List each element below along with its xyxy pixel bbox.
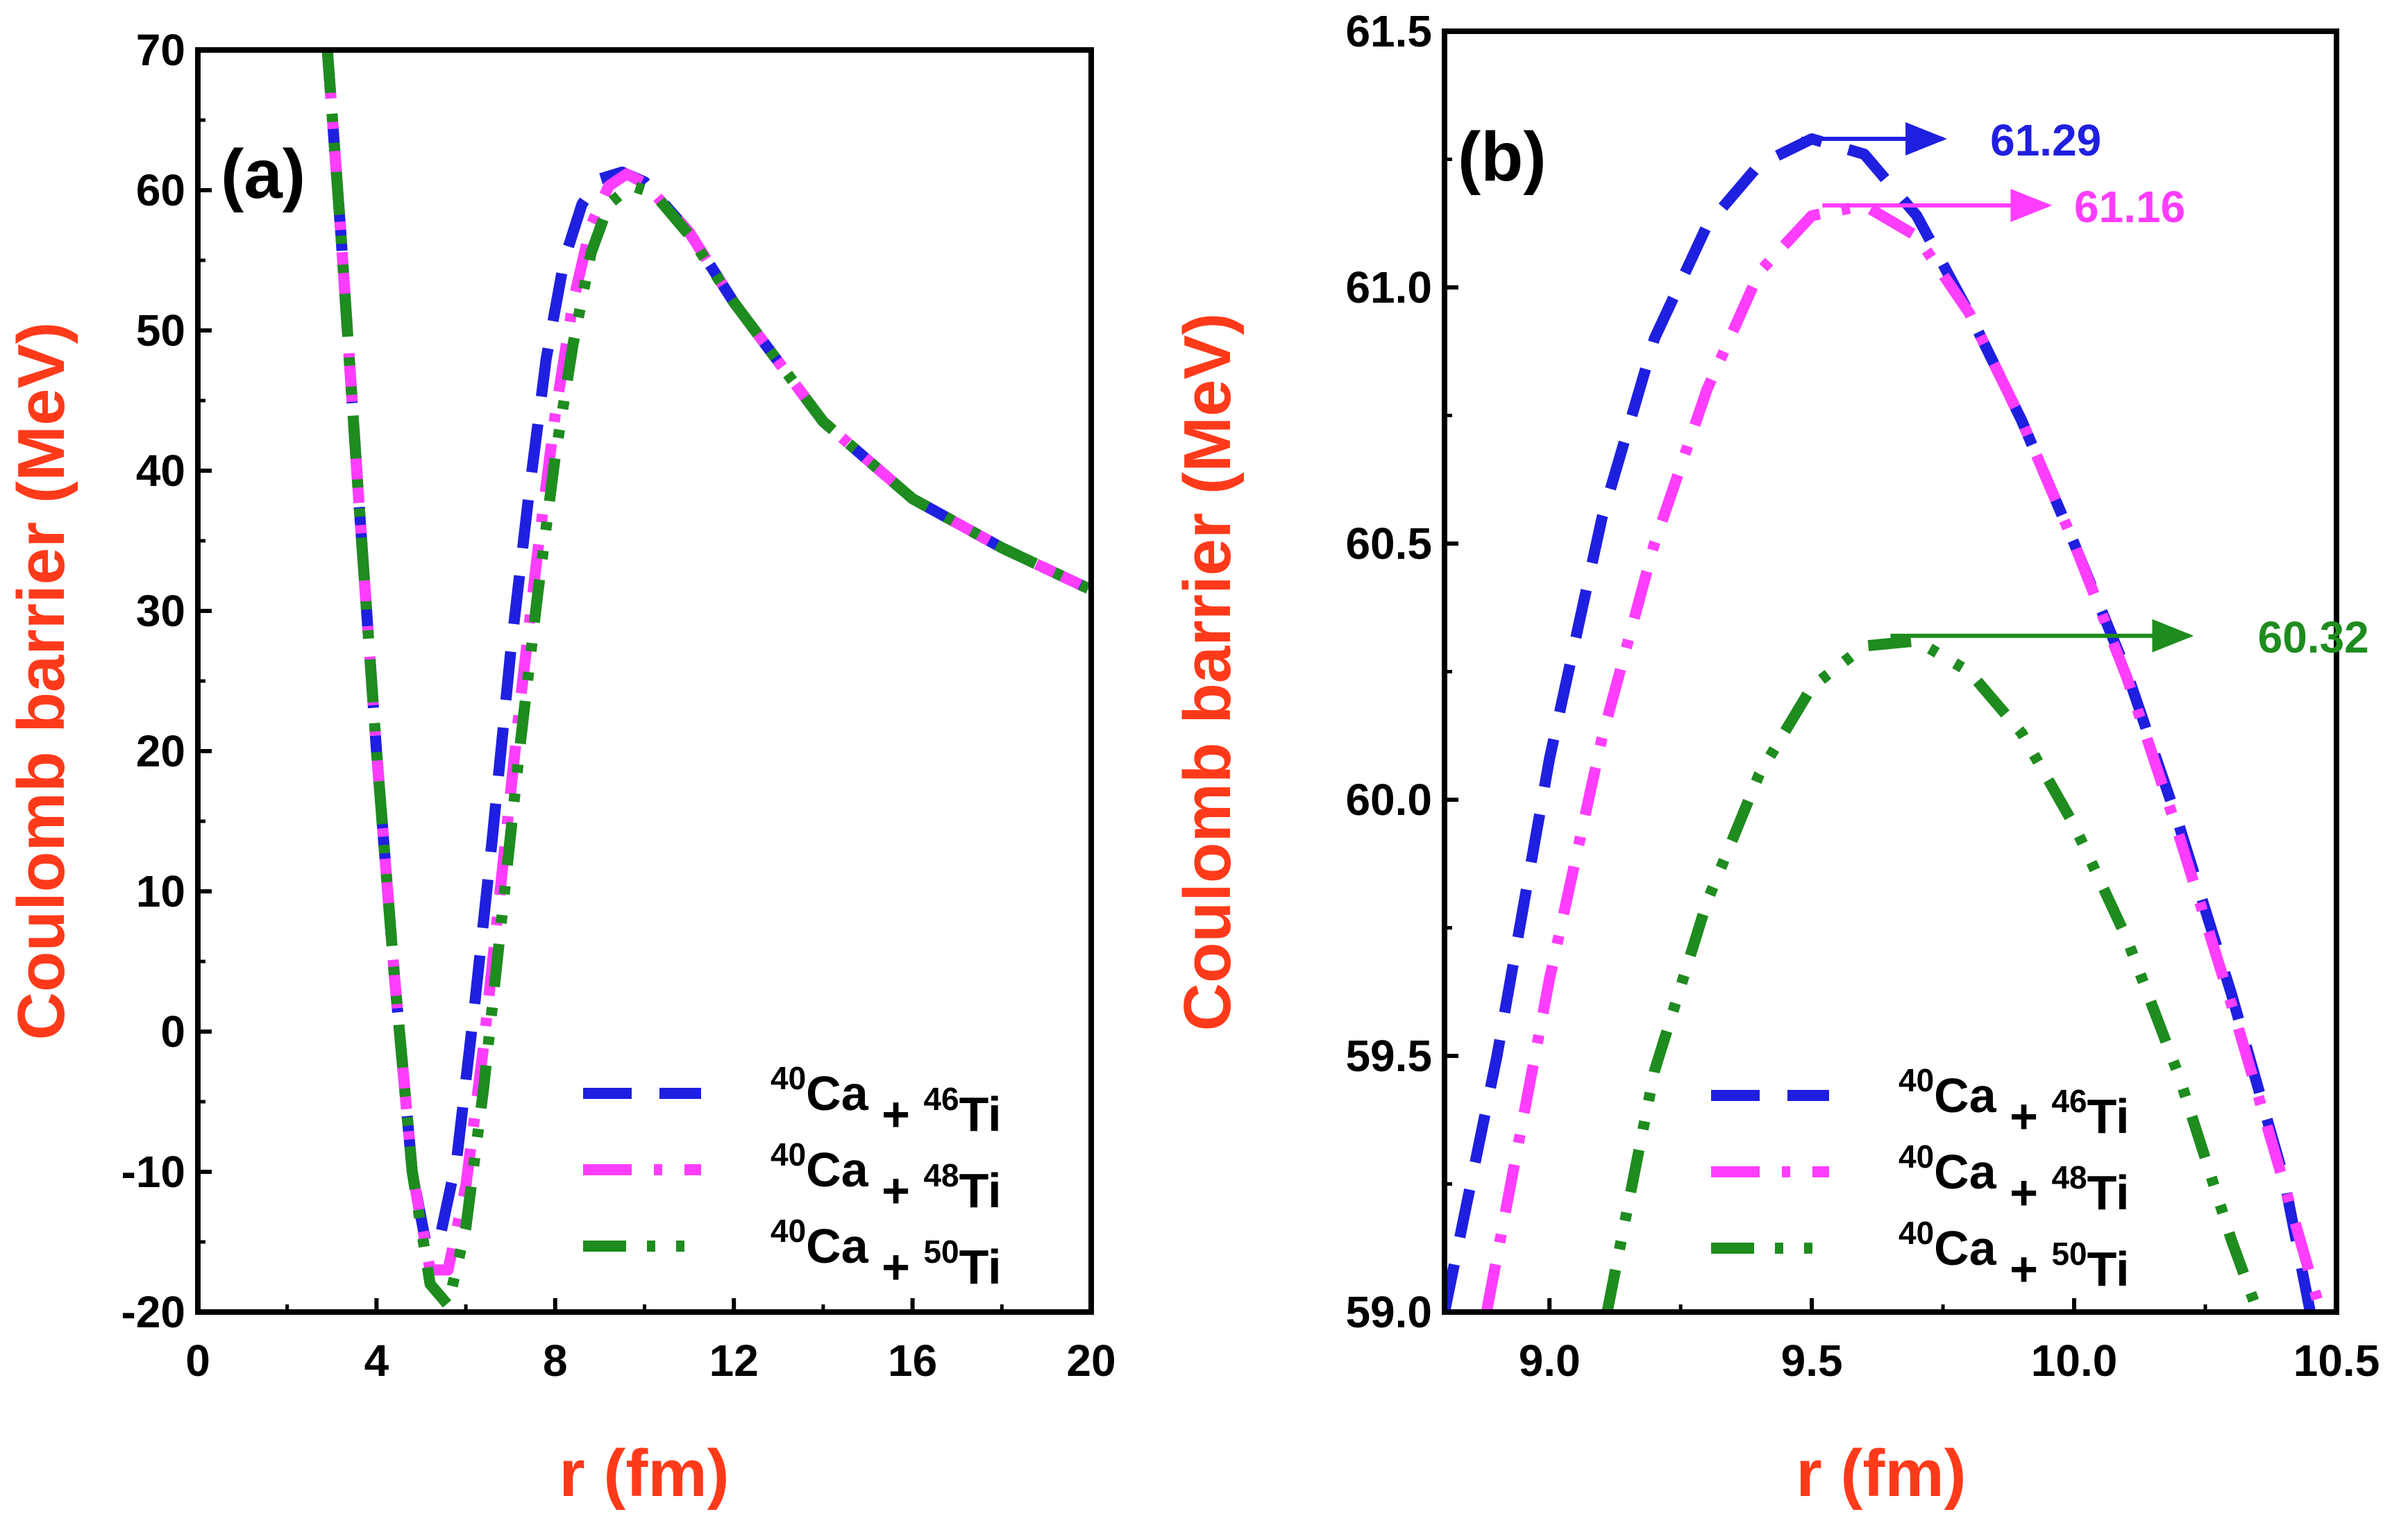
x-tick-label: 9.0 — [1519, 1336, 1581, 1386]
x-tick-label: 4 — [364, 1336, 389, 1386]
y-tick-label: 60 — [136, 165, 185, 215]
panel-a-series-group — [321, 50, 1091, 1311]
panel-b: 9.0 9.5 10.0 10.5 59.0 59.5 60.0 60.5 61.0 61.5 6… — [1170, 6, 2380, 1511]
x-tick-label: 8 — [543, 1336, 568, 1386]
legend-text: Ti — [2087, 1242, 2130, 1296]
panel-b-series-group — [1445, 133, 2326, 1312]
y-tick-label: 20 — [136, 726, 185, 776]
series-line-3 — [321, 50, 1091, 1311]
series-line-3 — [1601, 635, 2264, 1312]
panel-a-label: (a) — [221, 135, 305, 213]
panel-a-x-axis-label: r (fm) — [559, 1436, 729, 1511]
y-tick-label: -20 — [121, 1287, 186, 1337]
legend-mass-number: 40 — [771, 1136, 806, 1173]
x-tick-label: 9.5 — [1781, 1336, 1843, 1386]
series-line-2 — [1481, 199, 2326, 1312]
legend-mass-number: 40 — [771, 1060, 806, 1096]
legend-mass-number: 50 — [923, 1234, 959, 1270]
legend-mass-number: 48 — [923, 1157, 959, 1193]
legend-text: + — [1996, 1242, 2052, 1296]
panel-b-label: (b) — [1458, 118, 1547, 196]
y-tick-label: 30 — [136, 586, 185, 636]
y-tick-label: 0 — [160, 1007, 185, 1057]
panel-b-annotations: 61.29 61.16 60.32 — [1801, 115, 2369, 662]
panel-a-frame — [195, 47, 1094, 1315]
legend-label: 40Ca + 50Ti — [1898, 1215, 2130, 1296]
y-tick-label: 59.0 — [1345, 1287, 1432, 1337]
legend-text: Ca — [1934, 1068, 1997, 1123]
panel-a-y-axis-label: Coulomb barrier (MeV) — [4, 322, 78, 1041]
annotation-label: 61.16 — [2074, 182, 2185, 232]
x-tick-label: 10.5 — [2293, 1336, 2380, 1386]
panel-b-ticks: 9.0 9.5 10.0 10.5 59.0 59.5 60.0 60.5 61.0 61.5 — [1345, 6, 2380, 1386]
x-tick-label: 12 — [709, 1336, 759, 1386]
legend-text: Ca — [1934, 1145, 1997, 1199]
y-tick-label: 10 — [136, 866, 185, 916]
legend-text: Ti — [2087, 1166, 2130, 1220]
legend-text: Ti — [959, 1240, 1002, 1294]
legend-text: Ca — [806, 1066, 869, 1120]
legend-text: + — [1996, 1089, 2052, 1143]
y-tick-label: 40 — [136, 446, 185, 496]
legend-mass-number: 48 — [2051, 1159, 2087, 1195]
y-tick-label: -10 — [121, 1147, 186, 1197]
legend-label: 40Ca + 50Ti — [771, 1213, 1002, 1294]
legend-text: + — [868, 1087, 924, 1141]
y-tick-label: 60.0 — [1345, 775, 1432, 825]
y-tick-label: 61.0 — [1345, 262, 1432, 312]
legend-mass-number: 40 — [1898, 1062, 1934, 1098]
annotation-label: 61.29 — [1990, 115, 2101, 165]
x-tick-label: 0 — [185, 1336, 210, 1386]
legend-text: Ca — [806, 1219, 869, 1273]
series-line-1 — [1445, 133, 2316, 1312]
legend-text: Ti — [959, 1163, 1002, 1218]
legend-text: + — [868, 1240, 924, 1294]
legend-text: + — [1996, 1166, 2052, 1220]
y-tick-label: 60.5 — [1345, 519, 1432, 569]
x-tick-label: 16 — [888, 1336, 937, 1386]
legend-label: 40Ca + 46Ti — [1898, 1062, 2130, 1143]
y-tick-label: 70 — [136, 25, 185, 75]
y-tick-label: 59.5 — [1345, 1031, 1432, 1081]
legend-mass-number: 40 — [1898, 1138, 1934, 1175]
x-tick-label: 20 — [1066, 1336, 1115, 1386]
legend-label: 40Ca + 48Ti — [1898, 1138, 2130, 1220]
legend-mass-number: 40 — [771, 1213, 806, 1249]
legend-mass-number: 46 — [923, 1081, 959, 1117]
legend-text: Ti — [959, 1087, 1002, 1141]
legend-mass-number: 46 — [2051, 1083, 2087, 1119]
legend-text: Ca — [1934, 1221, 1997, 1275]
y-tick-label: 50 — [136, 305, 185, 355]
legend-mass-number: 40 — [1898, 1215, 1934, 1251]
x-tick-label: 10.0 — [2031, 1336, 2118, 1386]
annotation-label: 60.32 — [2258, 612, 2369, 662]
legend-mass-number: 50 — [2051, 1236, 2087, 1272]
legend-label: 40Ca + 48Ti — [771, 1136, 1002, 1218]
legend-text: Ti — [2087, 1089, 2130, 1143]
legend-text: Ca — [806, 1143, 869, 1197]
legend-text: + — [868, 1163, 924, 1218]
legend-label: 40Ca + 46Ti — [771, 1060, 1002, 1141]
panel-b-y-axis-label: Coulomb barrier (MeV) — [1170, 313, 1245, 1032]
y-tick-label: 61.5 — [1345, 6, 1432, 56]
panel-b-x-axis-label: r (fm) — [1796, 1436, 1966, 1511]
series-line-1 — [321, 50, 1091, 1247]
